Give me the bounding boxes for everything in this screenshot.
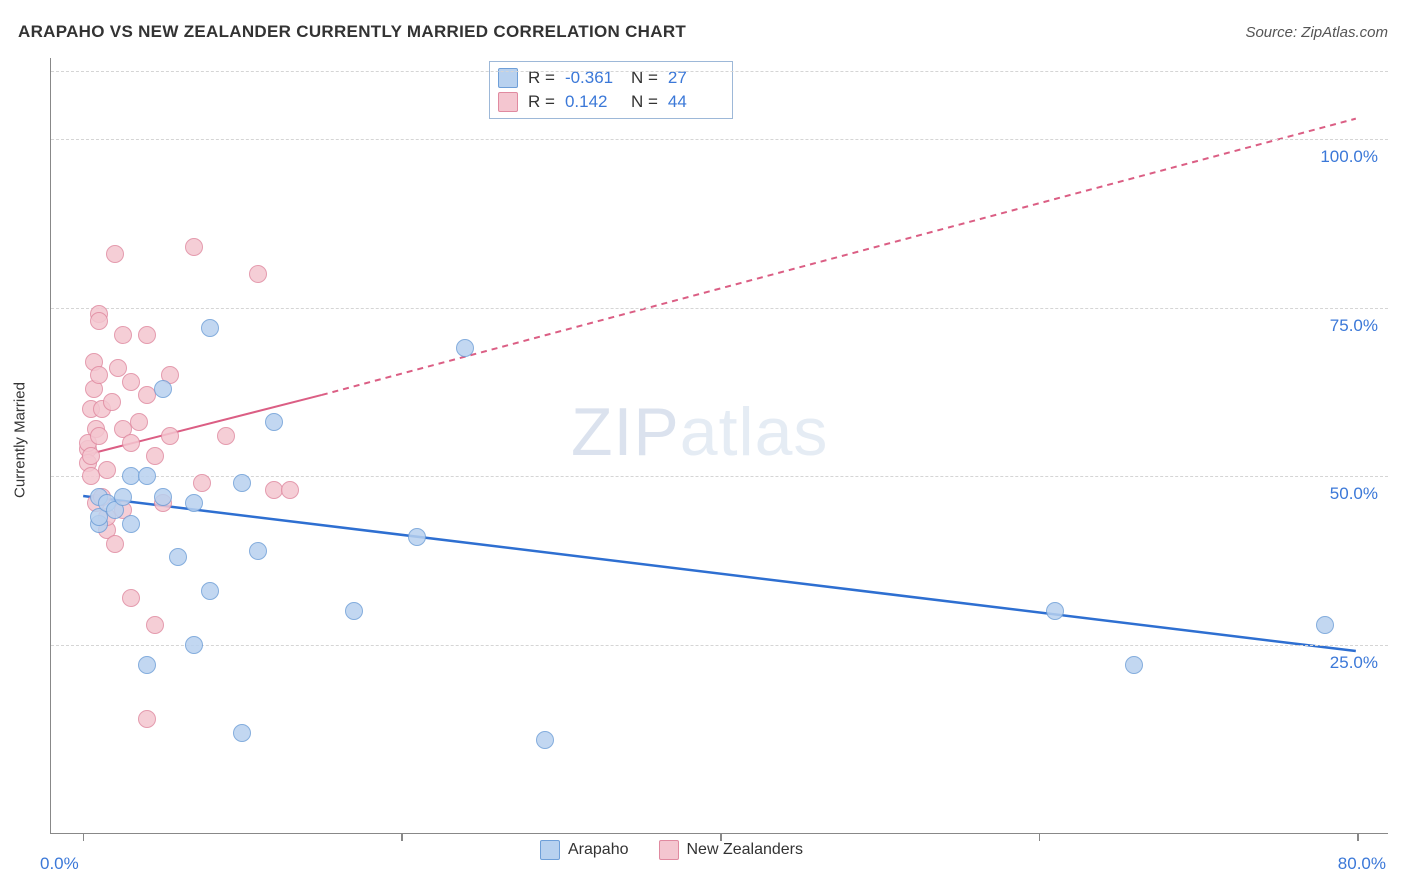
scatter-point [98,461,116,479]
scatter-point [103,393,121,411]
legend-item: Arapaho [540,840,629,860]
scatter-point [106,535,124,553]
scatter-point [281,481,299,499]
gridline-h [51,139,1388,140]
watermark: ZIPatlas [571,393,828,471]
scatter-point [233,724,251,742]
trend-lines-layer [51,58,1388,833]
scatter-point [408,528,426,546]
header: ARAPAHO VS NEW ZEALANDER CURRENTLY MARRI… [18,22,1388,42]
scatter-point [82,447,100,465]
scatter-point [106,245,124,263]
scatter-point [138,326,156,344]
scatter-point [146,447,164,465]
scatter-point [122,589,140,607]
scatter-point [138,467,156,485]
scatter-point [201,582,219,600]
y-tick-label: 25.0% [1330,653,1378,673]
plot-area: ZIPatlas R =-0.361N =27R = 0.142 N = 44 25.… [50,58,1388,834]
stats-r-value: 0.142 [565,92,621,112]
scatter-point [1125,656,1143,674]
scatter-point [154,488,172,506]
scatter-point [185,494,203,512]
x-tick [1039,833,1041,841]
scatter-point [122,373,140,391]
scatter-point [122,434,140,452]
stats-box: R =-0.361N =27R = 0.142 N = 44 [489,61,733,119]
y-axis-title: Currently Married [12,382,29,498]
legend-item: New Zealanders [659,840,804,860]
trend-line-dashed [322,119,1356,395]
scatter-point [217,427,235,445]
gridline-h [51,308,1388,309]
scatter-point [201,319,219,337]
scatter-point [185,636,203,654]
scatter-point [114,488,132,506]
scatter-point [90,366,108,384]
scatter-point [249,265,267,283]
x-tick [83,833,85,841]
legend-label: New Zealanders [687,841,804,859]
scatter-point [138,656,156,674]
watermark-part2: atlas [680,394,829,470]
watermark-part1: ZIP [571,394,680,470]
stats-n-value: 44 [668,92,724,112]
scatter-point [265,413,283,431]
legend-label: Arapaho [568,841,629,859]
gridline-h [51,645,1388,646]
scatter-point [122,515,140,533]
scatter-point [169,548,187,566]
scatter-point [233,474,251,492]
gridline-h [51,476,1388,477]
scatter-point [154,380,172,398]
x-tick [401,833,403,841]
stats-swatch [498,92,518,112]
scatter-point [146,616,164,634]
scatter-point [249,542,267,560]
bottom-legend: Arapaho New Zealanders [540,840,803,860]
scatter-point [1046,602,1064,620]
source-label: Source: ZipAtlas.com [1245,24,1388,41]
legend-swatch [659,840,679,860]
legend-swatch [540,840,560,860]
scatter-point [90,427,108,445]
x-axis-max-label: 80.0% [1338,854,1386,874]
chart-container: ARAPAHO VS NEW ZEALANDER CURRENTLY MARRI… [0,0,1406,892]
scatter-point [90,312,108,330]
trend-line-solid [83,496,1356,651]
scatter-point [185,238,203,256]
chart-title: ARAPAHO VS NEW ZEALANDER CURRENTLY MARRI… [18,22,686,42]
scatter-point [193,474,211,492]
x-tick [1357,833,1359,841]
scatter-point [138,710,156,728]
y-tick-label: 75.0% [1330,316,1378,336]
stats-r-label: R = [528,92,555,112]
scatter-point [456,339,474,357]
y-tick-label: 100.0% [1320,147,1378,167]
gridline-h [51,71,1388,72]
scatter-point [130,413,148,431]
stats-n-label: N = [631,92,658,112]
scatter-point [161,427,179,445]
stats-row: R = 0.142 N = 44 [498,90,724,114]
stats-row: R =-0.361N =27 [498,66,724,90]
x-axis-min-label: 0.0% [40,854,79,874]
scatter-point [114,326,132,344]
y-tick-label: 50.0% [1330,484,1378,504]
scatter-point [1316,616,1334,634]
scatter-point [536,731,554,749]
scatter-point [345,602,363,620]
